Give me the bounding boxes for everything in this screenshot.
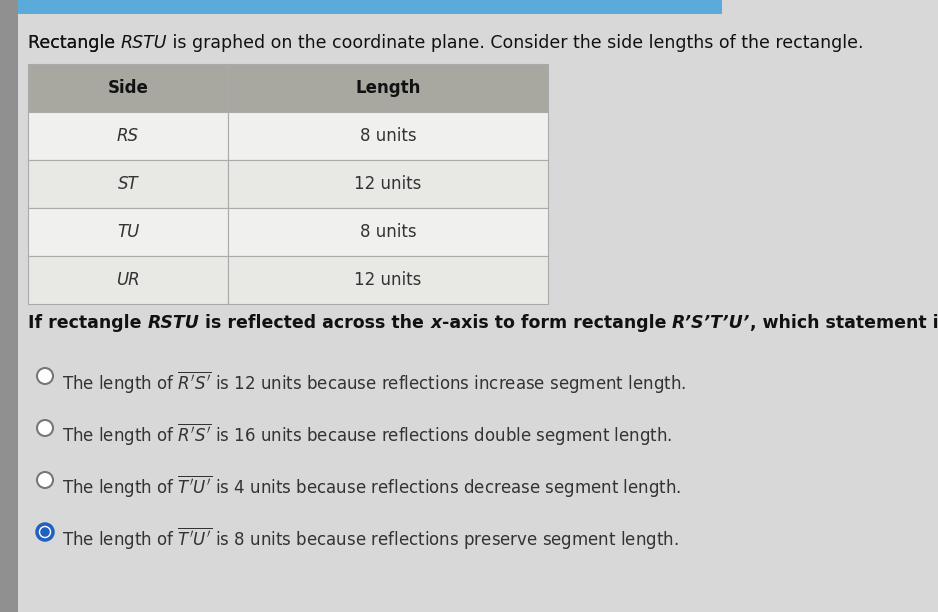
Text: 8 units: 8 units	[359, 127, 416, 145]
Bar	[228, 64, 548, 112]
Circle shape	[37, 420, 53, 436]
Text: UR: UR	[116, 271, 140, 289]
Text: ST: ST	[117, 175, 138, 193]
Text: The length of $\overline{T'U'}$ is 8 units because reflections preserve segment : The length of $\overline{T'U'}$ is 8 uni…	[62, 526, 679, 552]
Text: TU: TU	[117, 223, 139, 241]
Text: Length: Length	[356, 79, 420, 97]
Text: 12 units: 12 units	[355, 271, 422, 289]
Bar	[28, 64, 228, 112]
Text: -axis to form rectangle: -axis to form rectangle	[442, 314, 672, 332]
Text: If rectangle: If rectangle	[28, 314, 147, 332]
Text: The length of $\overline{R'S'}$ is 12 units because reflections increase segment: The length of $\overline{R'S'}$ is 12 un…	[62, 370, 687, 396]
Text: The length of $\overline{T'U'}$ is 4 units because reflections decrease segment : The length of $\overline{T'U'}$ is 4 uni…	[62, 474, 681, 500]
Text: RS: RS	[117, 127, 139, 145]
Text: Rectangle: Rectangle	[28, 34, 121, 52]
Text: Rectangle: Rectangle	[28, 34, 121, 52]
Text: is graphed on the coordinate plane. Consider the side lengths of the rectangle.: is graphed on the coordinate plane. Cons…	[167, 34, 864, 52]
Text: RSTU: RSTU	[121, 34, 167, 52]
Bar	[228, 112, 548, 160]
Bar	[228, 160, 548, 208]
Circle shape	[37, 472, 53, 488]
Bar	[28, 112, 228, 160]
Text: R’S’T’U’: R’S’T’U’	[672, 314, 750, 332]
Text: , which statement is true?: , which statement is true?	[750, 314, 938, 332]
Circle shape	[37, 368, 53, 384]
Text: is reflected across the: is reflected across the	[200, 314, 431, 332]
Bar	[28, 160, 228, 208]
Bar	[18, 0, 722, 14]
Bar	[228, 208, 548, 256]
Bar	[28, 208, 228, 256]
Text: The length of $\overline{R'S'}$ is 16 units because reflections double segment l: The length of $\overline{R'S'}$ is 16 un…	[62, 422, 673, 448]
Circle shape	[37, 524, 53, 540]
Bar	[28, 256, 228, 304]
Text: x: x	[431, 314, 442, 332]
Circle shape	[37, 524, 53, 540]
Circle shape	[40, 527, 50, 537]
Text: 12 units: 12 units	[355, 175, 422, 193]
Text: Side: Side	[108, 79, 148, 97]
Bar	[228, 256, 548, 304]
Text: RSTU: RSTU	[147, 314, 200, 332]
Bar	[0, 0, 18, 612]
Text: 8 units: 8 units	[359, 223, 416, 241]
